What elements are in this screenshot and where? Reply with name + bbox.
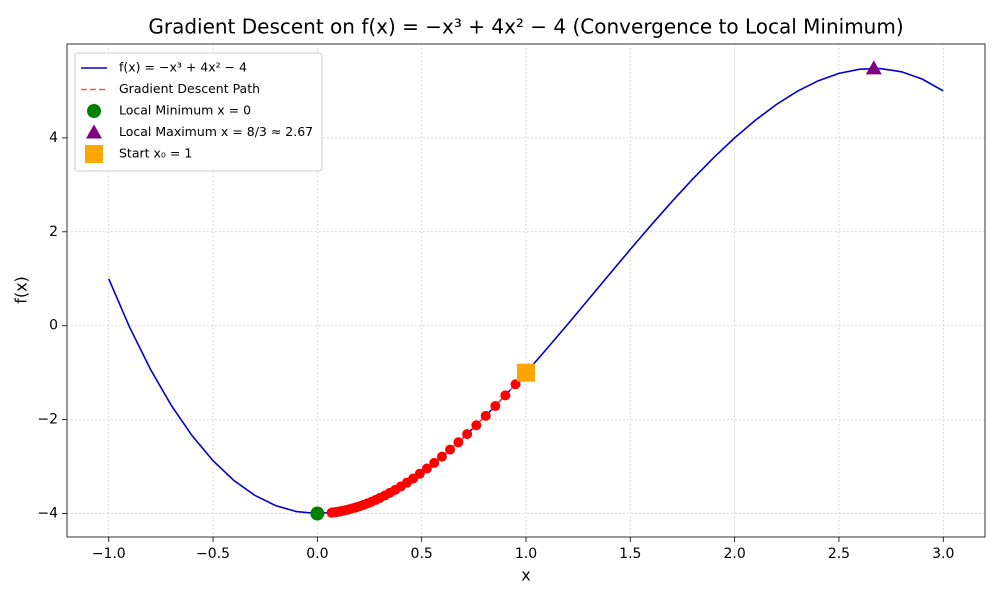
legend-swatch <box>87 104 101 118</box>
x-tick-label: 1.5 <box>619 546 641 562</box>
descent-point <box>480 410 491 421</box>
marker <box>517 363 535 382</box>
y-axis-label: f(x) <box>12 276 31 304</box>
x-tick-label: 1.0 <box>515 546 537 562</box>
x-axis-label: x <box>521 566 530 585</box>
descent-point <box>436 451 447 462</box>
x-tick-label: −0.5 <box>196 546 230 562</box>
x-tick-label: 2.0 <box>724 546 746 562</box>
descent-point <box>453 437 464 448</box>
x-tick-label: 3.0 <box>932 546 954 562</box>
descent-point <box>421 463 432 474</box>
x-tick-label: 0.5 <box>411 546 433 562</box>
descent-point <box>326 507 337 518</box>
descent-point <box>429 457 440 468</box>
x-tick-label: 2.5 <box>828 546 850 562</box>
descent-point <box>490 401 501 412</box>
y-tick-label: 0 <box>49 318 58 334</box>
legend-label: Local Maximum x = 8/3 ≈ 2.67 <box>119 124 313 139</box>
x-tick-label: −1.0 <box>92 546 126 562</box>
legend-swatch <box>86 124 102 139</box>
legend-label: Start x₀ = 1 <box>119 146 192 161</box>
y-tick-label: 2 <box>49 224 58 240</box>
descent-point <box>462 429 473 440</box>
plot-frame <box>66 43 986 538</box>
marker <box>865 60 882 75</box>
descent-point <box>500 390 511 401</box>
y-tick-label: −4 <box>37 506 58 522</box>
chart-title: Gradient Descent on f(x) = −x³ + 4x² − 4… <box>148 15 903 39</box>
y-tick-label: 4 <box>49 130 58 146</box>
legend-label: Local Minimum x = 0 <box>119 103 251 118</box>
descent-point <box>510 379 521 390</box>
marker <box>310 506 325 521</box>
legend-swatch <box>85 145 103 163</box>
x-tick-label: 0.0 <box>306 546 328 562</box>
descent-point <box>445 444 456 455</box>
legend-box <box>74 52 323 172</box>
y-tick-label: −2 <box>37 412 58 428</box>
legend-label: Gradient Descent Path <box>119 81 260 96</box>
descent-point <box>471 420 482 431</box>
legend-label: f(x) = −x³ + 4x² − 4 <box>119 60 247 75</box>
